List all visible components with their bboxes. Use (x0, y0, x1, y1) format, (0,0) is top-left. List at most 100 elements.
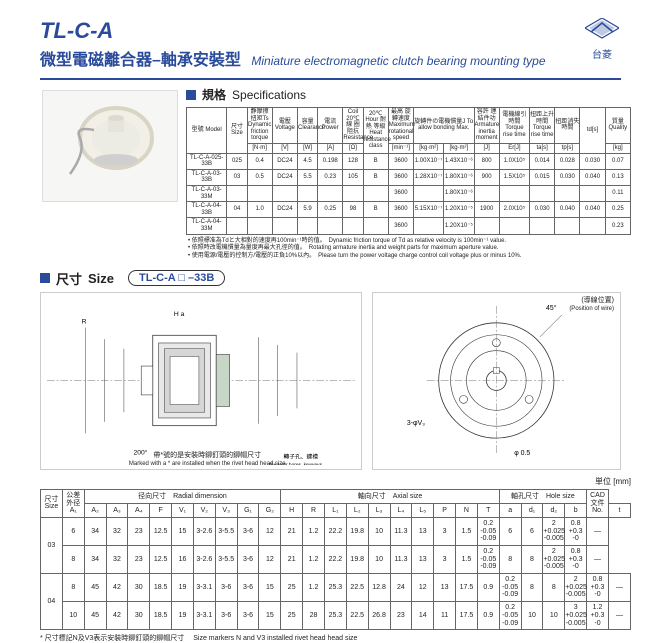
mark-note: 帶*號的是安裝時鉚釘頭的鉚帽尺寸 Marked with a * are ins… (47, 450, 367, 467)
cell: 0.014 (530, 153, 555, 169)
cell: 0.23 (318, 169, 343, 185)
cell (580, 185, 605, 201)
cell: 8 (62, 546, 84, 574)
u-lead: ta[s] (530, 143, 555, 153)
col-head: H (281, 503, 303, 517)
note2: • 依照時改電機慣量為量度再最大孔徑的值。 Rotating armature … (188, 245, 631, 253)
cell (555, 185, 580, 201)
u-rpm: [min⁻¹] (388, 143, 413, 153)
cell: 0.9 (477, 602, 499, 630)
th-release-u: td[s] (580, 108, 605, 154)
footnote: * 尺寸標記N及V3表示安裝時鉚釘頭的鉚帽尺寸 Size markers N a… (40, 633, 661, 643)
cell: 1.0 (247, 202, 272, 218)
u-volt: [V] (272, 143, 297, 153)
cell: 45 (84, 602, 106, 630)
foot-cn: * 尺寸標記N及V3表示安裝時鉚釘頭的鉚帽尺寸 (40, 635, 184, 642)
th-lead: 電機線引 時間 Torque rise time (499, 108, 529, 144)
spec-heading-cn: 規格 (202, 86, 226, 103)
col-head: T (477, 503, 499, 517)
cell: 0.040 (580, 169, 605, 185)
dimension-table-wrap: 尺寸 Size 公差 外径 A₁ 径向尺寸 Radial dimension 軸… (40, 489, 631, 630)
cell (413, 218, 443, 234)
cell: 6 (62, 517, 84, 545)
cell: 1.5X10⁵ (499, 169, 529, 185)
cell: 28 (303, 602, 325, 630)
cell: 13 (434, 574, 456, 602)
cell: 12.5 (150, 546, 172, 574)
cell: 12 (412, 574, 434, 602)
brand-logo: 台菱 (585, 18, 619, 61)
col-head: L₃ (368, 503, 390, 517)
cell: 0.030 (580, 153, 605, 169)
cell: 04 (227, 202, 247, 218)
cell: 6 (499, 517, 521, 545)
col-head: A₃ (106, 503, 128, 517)
cell: 1.2 (303, 574, 325, 602)
svg-text:φ 0.5: φ 0.5 (515, 450, 531, 457)
th-rise: 扭距上升 時間 Torque rise time (530, 108, 555, 144)
col-head: d₁ (521, 503, 543, 517)
col-head: t (608, 503, 630, 517)
cell: 0.030 (530, 202, 555, 218)
cell: 45 (84, 574, 106, 602)
cell: 3-6 (237, 517, 259, 545)
col-head: A₂ (84, 503, 106, 517)
cell: DC24 (272, 169, 297, 185)
cell: 3-3.1 (193, 602, 215, 630)
cell: 19.8 (346, 517, 368, 545)
cell: 32 (106, 517, 128, 545)
th-size: 尺寸 Size (227, 108, 247, 154)
cell: 1.0X10⁵ (499, 153, 529, 169)
cell: 1.20X10⁻⁵ (444, 202, 474, 218)
cell: 3-6 (215, 602, 237, 630)
cell-size: 04 (41, 574, 63, 630)
col-head: G₂ (259, 503, 281, 517)
dth-size: 尺寸 Size (41, 489, 63, 517)
wire-pos: (導線位置) (Position of wire) (569, 295, 614, 312)
cell: 0.9 (477, 574, 499, 602)
title-en: Miniature electromagnetic clutch bearing… (251, 54, 545, 68)
cell: 21 (281, 517, 303, 545)
cell (499, 185, 529, 201)
cell: 10 (368, 546, 390, 574)
col-head: d₂ (543, 503, 565, 517)
th-mass: 質量 Quality (605, 108, 630, 144)
cell: 25 (281, 574, 303, 602)
cell: 4.5 (297, 153, 317, 169)
cell: 8 (521, 546, 543, 574)
cell: 0.07 (605, 153, 630, 169)
cell: 0.8 +0.3 -0 (565, 546, 587, 574)
cell: TL-C-A-03-33B (187, 169, 227, 185)
cell: 25.3 (324, 574, 346, 602)
cell: 0.4 (247, 153, 272, 169)
cell: 21 (281, 546, 303, 574)
cell: TL-C-A-025-33B (187, 153, 227, 169)
cell: 1.28X10⁻⁷ (413, 169, 443, 185)
cell: 22.2 (324, 517, 346, 545)
cell: 6 (521, 517, 543, 545)
cell: 128 (343, 153, 363, 169)
cell: TL-C-A-04-33M (187, 218, 227, 234)
cell: 2 +0.025 -0.005 (565, 574, 587, 602)
cell (318, 218, 343, 234)
svg-text:R: R (82, 319, 87, 326)
cell (499, 218, 529, 234)
u-curr: [A] (318, 143, 343, 153)
cell: 11.3 (390, 517, 412, 545)
u-rise: tp[s] (555, 143, 580, 153)
cell (318, 185, 343, 201)
cell: 0.015 (530, 169, 555, 185)
cell: 3 (434, 517, 456, 545)
col-head: V₃ (215, 503, 237, 517)
cell: 10 (543, 602, 565, 630)
spec-notes: • 依照標准為Tdと大相對的速度再100min⁻¹時的值。 Dynamic fr… (188, 238, 631, 261)
cell: 13 (412, 546, 434, 574)
cell: 3600 (388, 153, 413, 169)
cell: B (363, 153, 388, 169)
cell: 34 (84, 546, 106, 574)
dth-hole: 軸孔尺寸 Hole size (499, 489, 586, 503)
header: TL-C-A 微型電磁離合器–軸承安裝型 Miniature electroma… (0, 0, 661, 74)
col-head: V₂ (193, 503, 215, 517)
spec-table-wrap: 型號 Model 尺寸 Size 靜摩擦 扭矩Ts Dynamic fricti… (186, 107, 631, 261)
cell: 10 (521, 602, 543, 630)
